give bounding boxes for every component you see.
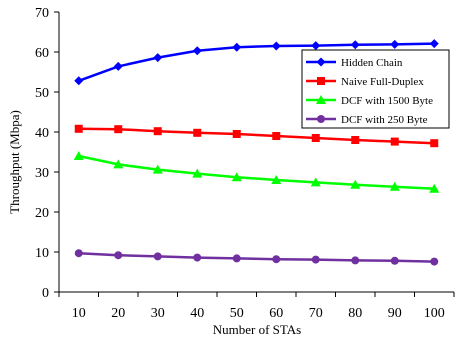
x-tick-label: 40: [190, 306, 204, 321]
data-point-naive-full-duplex: [430, 139, 439, 148]
series-line-naive-full-duplex: [78, 127, 435, 145]
data-point-hidden-chain: [390, 39, 400, 49]
data-point-naive-full-duplex: [272, 132, 281, 140]
legend-label-dcf-1500: DCF with 1500 Byte: [341, 95, 433, 107]
data-point-dcf-250: [430, 257, 439, 266]
data-point-hidden-chain: [74, 76, 84, 86]
data-point-naive-full-duplex: [193, 128, 202, 137]
y-tick-label: 0: [42, 286, 49, 301]
legend-item-dcf-1500: DCF with 1500 Byte: [306, 95, 433, 107]
data-point-dcf-1500: [389, 181, 400, 191]
data-point-naive-full-duplex: [114, 125, 123, 134]
x-axis-title: Number of STAs: [213, 322, 302, 337]
data-point-hidden-chain: [271, 41, 281, 51]
y-tick-label: 60: [35, 46, 49, 61]
data-point-hidden-chain: [350, 40, 360, 50]
x-tick-label: 90: [388, 306, 402, 321]
data-point-dcf-250: [390, 256, 399, 265]
data-point-dcf-250: [272, 255, 281, 264]
x-tick-label: 50: [230, 306, 244, 321]
legend-item-naive-full-duplex: Naive Full-Duplex: [306, 76, 424, 88]
data-point-dcf-1500: [152, 164, 163, 174]
x-tick-label: 60: [269, 306, 283, 321]
data-point-dcf-250: [74, 249, 83, 258]
data-point-dcf-250: [114, 251, 123, 260]
data-point-dcf-1500: [231, 172, 242, 182]
data-point-dcf-1500: [310, 177, 321, 187]
series-line-dcf-250: [78, 251, 435, 263]
legend-marker-dcf-250: [317, 115, 325, 123]
axes: 0 10 20 30 40 50 60 70 10 20 30 40 50 60 70 80 90 100: [35, 6, 455, 321]
data-point-dcf-250: [232, 254, 241, 263]
data-point-dcf-1500: [113, 159, 124, 169]
series-dcf-1500: [73, 151, 440, 193]
data-point-naive-full-duplex: [390, 137, 399, 146]
data-point-dcf-1500: [271, 175, 282, 184]
x-tick-label: 20: [111, 306, 125, 321]
data-point-dcf-1500: [192, 168, 203, 178]
x-tick-label: 100: [424, 306, 445, 321]
data-point-naive-full-duplex: [74, 124, 83, 133]
x-tick-label: 30: [151, 306, 165, 321]
y-tick-label: 50: [35, 86, 49, 101]
data-point-dcf-250: [311, 255, 320, 264]
data-point-hidden-chain: [311, 41, 321, 51]
x-tick-label: 70: [309, 306, 323, 321]
legend-marker-naive-full-duplex: [317, 77, 325, 85]
y-tick-label: 10: [35, 246, 49, 261]
series-line-hidden-chain: [78, 42, 435, 82]
data-point-naive-full-duplex: [311, 134, 320, 142]
data-point-naive-full-duplex: [232, 130, 241, 138]
data-point-dcf-1500: [73, 151, 84, 160]
legend-marker-hidden-chain: [316, 57, 326, 67]
series-dcf-250: [74, 249, 439, 266]
legend-label-naive-full-duplex: Naive Full-Duplex: [341, 76, 424, 88]
legend-label-dcf-250: DCF with 250 Byte: [341, 114, 428, 126]
series-line-dcf-1500: [78, 154, 435, 191]
data-point-hidden-chain: [153, 53, 163, 63]
data-point-dcf-250: [153, 252, 162, 261]
series-hidden-chain: [74, 39, 439, 86]
data-point-hidden-chain: [192, 46, 202, 56]
legend-item-hidden-chain: Hidden Chain: [306, 57, 403, 69]
data-point-dcf-250: [351, 256, 360, 265]
legend-marker-dcf-1500: [316, 95, 326, 104]
data-point-hidden-chain: [232, 42, 242, 52]
data-point-naive-full-duplex: [351, 136, 360, 144]
series-layer: [73, 39, 440, 266]
y-tick-label: 40: [35, 126, 49, 141]
data-point-dcf-1500: [350, 179, 361, 189]
x-tick-label: 80: [348, 306, 362, 321]
data-point-hidden-chain: [429, 39, 439, 49]
legend-label-hidden-chain: Hidden Chain: [341, 57, 403, 69]
x-tick-label: 10: [72, 306, 86, 321]
data-point-dcf-250: [193, 253, 202, 262]
y-tick-label: 30: [35, 166, 49, 181]
data-point-dcf-1500: [429, 183, 440, 193]
y-tick-label: 20: [35, 206, 49, 221]
series-naive-full-duplex: [74, 124, 439, 148]
data-point-naive-full-duplex: [153, 127, 162, 136]
y-axis-title: Throughput (Mbpa): [7, 110, 22, 214]
legend-item-dcf-250: DCF with 250 Byte: [306, 114, 428, 126]
data-point-hidden-chain: [113, 61, 123, 71]
y-tick-label: 70: [35, 6, 49, 21]
legend: Hidden Chain Naive Full-Duplex DCF with 15…: [301, 49, 450, 129]
